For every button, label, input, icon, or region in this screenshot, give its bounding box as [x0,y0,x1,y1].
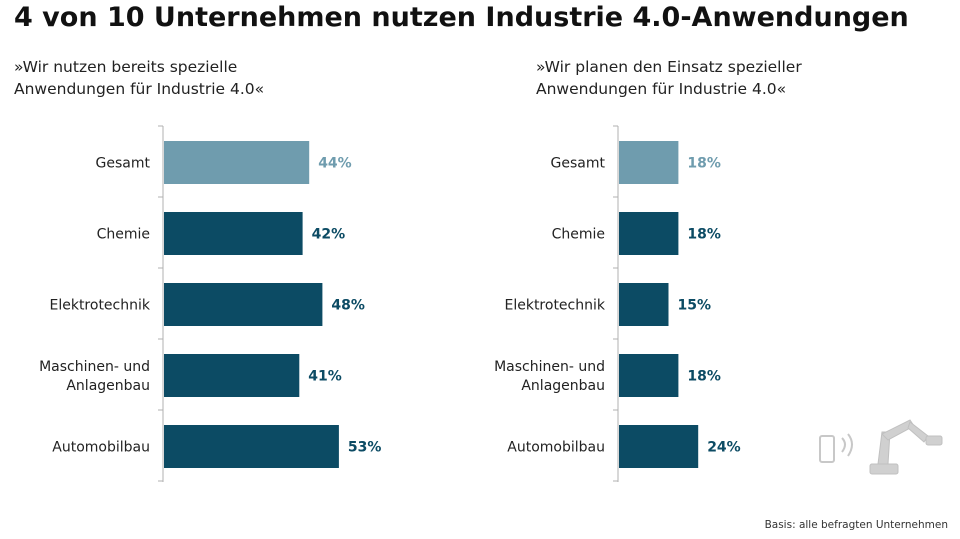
category-label: Gesamt [96,156,151,172]
category-label: Gesamt [551,156,606,172]
value-label: 18% [687,156,721,172]
category-label: Elektrotechnik [504,298,605,314]
left-bar-chart: Gesamt 44% Chemie 42% Elektrotechnik 48% Masch… [39,125,382,482]
category-label: Chemie [97,227,150,243]
category-label: Maschinen- und [494,359,605,375]
bar [164,354,300,397]
value-label: 18% [687,369,721,385]
category-label: Anlagenbau [521,378,605,394]
left-chart-subtitle: »Wir nutzen bereits spezielle Anwendunge… [14,56,264,100]
category-label: Automobilbau [52,440,150,456]
value-label: 48% [331,298,365,314]
category-label: Automobilbau [507,440,605,456]
robot-arm-icon [819,419,943,475]
left-subtitle-line-1: »Wir nutzen bereits spezielle [14,58,238,76]
right-subtitle-line-2: Anwendungen für Industrie 4.0« [536,80,787,98]
value-label: 15% [678,298,712,314]
bar [619,212,679,255]
left-subtitle-line-2: Anwendungen für Industrie 4.0« [14,80,265,98]
value-label: 24% [707,440,741,456]
value-label: 18% [687,227,721,243]
bar [164,212,303,255]
bar [164,283,323,326]
bar [619,425,699,468]
category-label: Chemie [552,227,605,243]
chart-title: 4 von 10 Unternehmen nutzen Industrie 4.… [14,2,909,33]
category-label: Anlagenbau [66,378,150,394]
right-bar-chart: Gesamt 18% Chemie 18% Elektrotechnik 15% Masch… [494,125,741,482]
category-label: Elektrotechnik [49,298,150,314]
right-chart-subtitle: »Wir planen den Einsatz spezieller Anwen… [536,56,802,100]
bar [619,354,679,397]
value-label: 41% [308,369,342,385]
value-label: 42% [312,227,346,243]
category-label: Maschinen- und [39,359,150,375]
bar [164,425,339,468]
bar [619,283,669,326]
right-subtitle-line-1: »Wir planen den Einsatz spezieller [536,58,802,76]
value-label: 44% [318,156,352,172]
bar [164,141,310,184]
bar [619,141,679,184]
value-label: 53% [348,440,382,456]
footnote: Basis: alle befragten Unternehmen [764,519,948,531]
